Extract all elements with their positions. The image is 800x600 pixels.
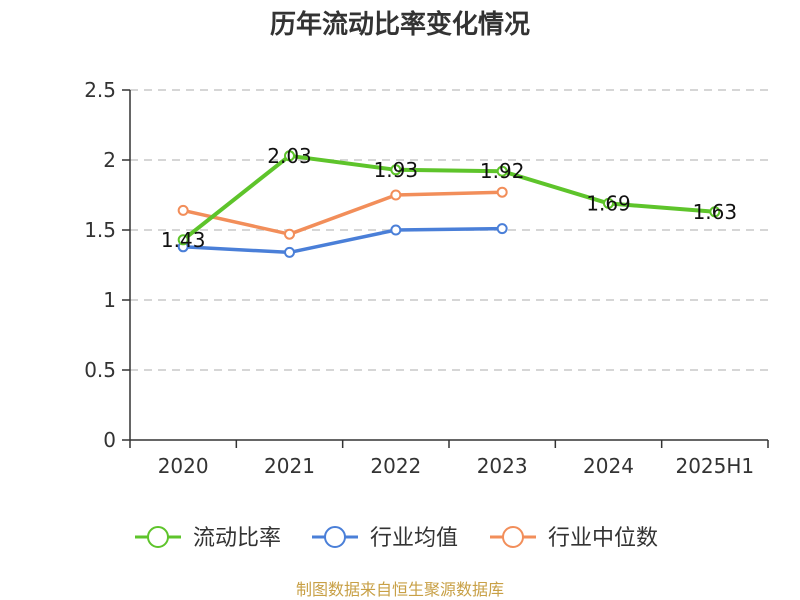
y-tick-label: 2.5 bbox=[84, 78, 116, 102]
data-point bbox=[709, 206, 721, 218]
source-note: 制图数据来自恒生聚源数据库 bbox=[296, 580, 504, 599]
chart-title: 历年流动比率变化情况 bbox=[270, 9, 530, 40]
data-point bbox=[390, 164, 402, 176]
legend-label: 行业中位数 bbox=[548, 526, 658, 551]
data-point bbox=[177, 204, 189, 216]
data-point bbox=[496, 186, 508, 198]
x-tick-label: 2022 bbox=[370, 454, 421, 478]
y-tick-label: 1.5 bbox=[84, 218, 116, 242]
x-tick-label: 2020 bbox=[158, 454, 209, 478]
y-tick-label: 1 bbox=[103, 288, 116, 312]
data-label: 1.93 bbox=[374, 158, 419, 182]
legend-marker bbox=[147, 526, 169, 548]
data-point bbox=[390, 189, 402, 201]
data-labels: 1.43 2.03 1.93 1.92 1.69 1.63 bbox=[161, 144, 737, 252]
data-point bbox=[284, 150, 295, 162]
data-label: 2.03 bbox=[267, 144, 312, 168]
data-point bbox=[390, 224, 402, 236]
series-layer bbox=[177, 150, 721, 258]
x-tick-label: 2021 bbox=[264, 454, 315, 478]
data-label: 1.43 bbox=[161, 228, 206, 252]
data-point bbox=[496, 165, 508, 177]
x-tick-label: 2023 bbox=[477, 454, 528, 478]
legend-label: 行业均值 bbox=[370, 526, 458, 551]
series-line-0 bbox=[181, 153, 717, 242]
data-point bbox=[177, 234, 189, 246]
y-tick-label: 0 bbox=[103, 428, 116, 452]
data-point bbox=[284, 246, 295, 258]
data-label: 1.69 bbox=[586, 191, 631, 215]
data-label: 1.92 bbox=[480, 159, 525, 183]
data-point bbox=[284, 228, 295, 240]
legend: 流动比率 行业均值 行业中位数 bbox=[135, 526, 658, 551]
x-tick-label: 2025H1 bbox=[675, 454, 754, 478]
data-point bbox=[603, 197, 614, 209]
axes: 0 0.5 1 1.5 2 2.5 2020 2021 2022 2023 2024 2025H1 bbox=[84, 78, 769, 478]
legend-label: 流动比率 bbox=[193, 526, 281, 551]
series-line-1 bbox=[181, 226, 504, 255]
x-tick-label: 2024 bbox=[583, 454, 634, 478]
y-tick-label: 0.5 bbox=[84, 358, 116, 382]
data-label: 1.63 bbox=[693, 200, 738, 224]
y-tick-label: 2 bbox=[103, 148, 116, 172]
legend-marker bbox=[502, 526, 524, 548]
series-line-2 bbox=[181, 190, 504, 236]
data-point bbox=[496, 223, 508, 235]
legend-marker bbox=[324, 526, 346, 548]
